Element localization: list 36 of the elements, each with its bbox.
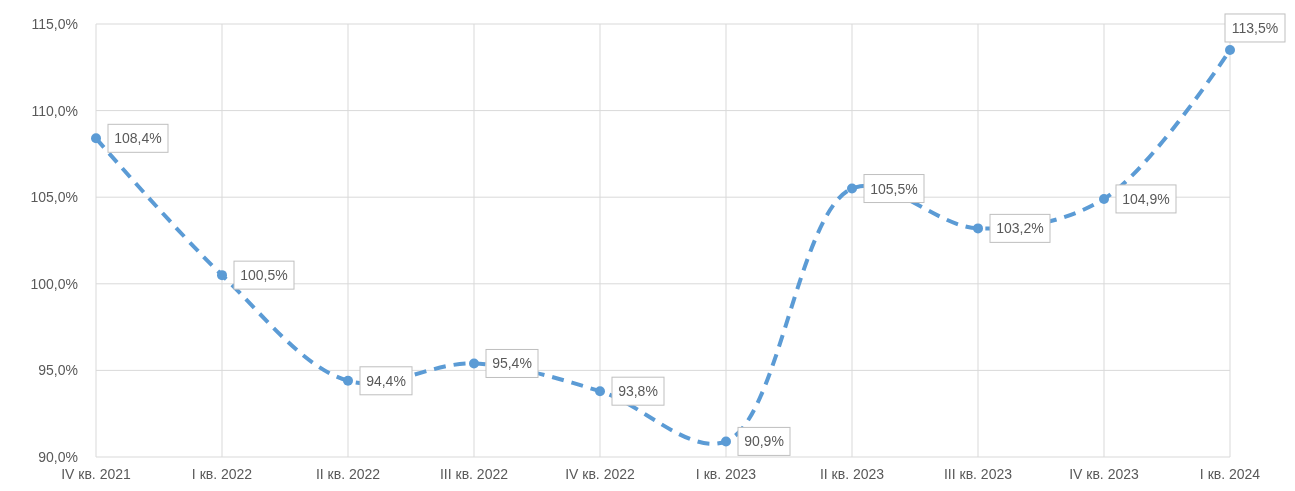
point	[217, 270, 227, 281]
data-label: 100,5%	[240, 267, 288, 284]
point	[91, 133, 101, 144]
data-label: 105,5%	[870, 180, 918, 197]
point	[1099, 193, 1109, 204]
y-tick-label: 110,0%	[31, 102, 78, 119]
y-tick-label: 90,0%	[38, 449, 78, 465]
y-tick-label: 100,0%	[30, 275, 78, 292]
point	[595, 386, 605, 397]
data-label: 93,8%	[618, 383, 658, 400]
point	[469, 358, 479, 369]
y-tick-label: 105,0%	[30, 189, 78, 206]
point	[343, 375, 353, 386]
data-label: 104,9%	[1122, 190, 1170, 207]
x-tick-label: II кв. 2023	[819, 466, 885, 482]
x-tick-label: IV кв. 2021	[61, 466, 132, 482]
data-label: 95,4%	[492, 355, 532, 372]
data-label: 90,9%	[744, 433, 784, 450]
y-tick-label: 95,0%	[38, 362, 78, 379]
x-tick-label: I кв. 2024	[1199, 466, 1261, 482]
point	[973, 223, 983, 234]
x-tick-label: II кв. 2022	[315, 466, 381, 482]
point	[847, 183, 857, 194]
data-label: 108,4%	[114, 130, 162, 147]
x-tick-label: IV кв. 2023	[1069, 466, 1140, 482]
data-label: 94,4%	[366, 372, 406, 389]
data-label: 103,2%	[996, 220, 1044, 237]
point	[721, 436, 731, 447]
point	[1225, 44, 1235, 55]
x-tick-label: III кв. 2022	[439, 466, 509, 482]
x-tick-label: I кв. 2022	[191, 466, 253, 482]
x-tick-label: III кв. 2023	[943, 466, 1013, 482]
x-tick-label: I кв. 2023	[695, 466, 757, 482]
y-tick-label: 115,0%	[31, 16, 78, 32]
data-label: 113,5%	[1231, 19, 1279, 36]
x-tick-label: IV кв. 2022	[565, 466, 636, 482]
